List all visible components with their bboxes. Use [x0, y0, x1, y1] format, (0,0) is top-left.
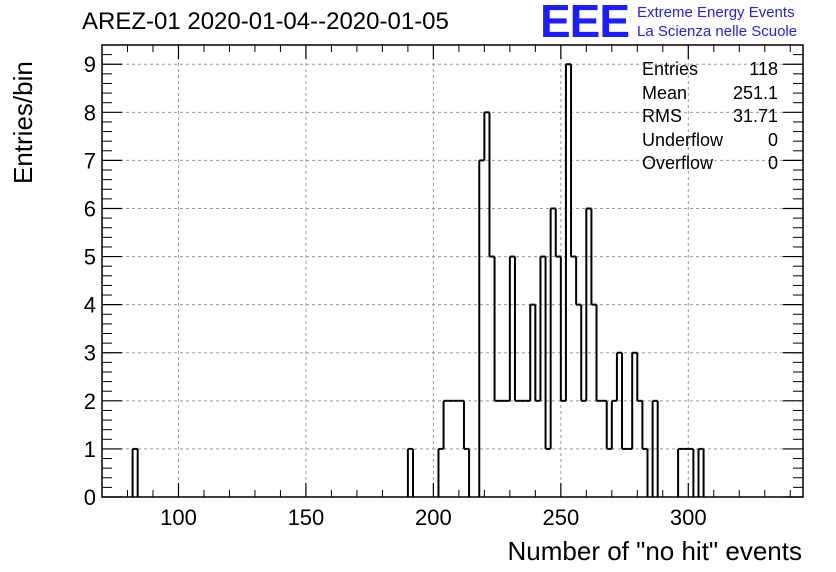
stat-row-entries: Entries 118	[642, 58, 778, 82]
x-tick-label: 250	[542, 505, 579, 530]
y-tick-label: 2	[84, 389, 96, 414]
stats-box: Entries 118 Mean 251.1 RMS 31.71 Underfl…	[642, 58, 778, 176]
stat-value: 251.1	[732, 82, 778, 103]
x-tick-label: 150	[288, 505, 325, 530]
plot-frame	[101, 44, 804, 498]
y-tick-label: 9	[84, 52, 96, 77]
logo-line-2: La Scienza nelle Scuole	[637, 23, 798, 40]
y-tick-label: 0	[84, 485, 96, 510]
y-tick-label: 6	[84, 196, 96, 221]
stat-row-rms: RMS 31.71	[642, 105, 778, 129]
eee-logo-mark: EEE	[540, 0, 630, 47]
stat-value: 0	[767, 153, 778, 173]
stat-row-underflow: Underflow 0	[642, 129, 778, 153]
stat-label: Entries	[642, 59, 699, 79]
stat-label: RMS	[642, 106, 682, 126]
stat-row-mean: Mean 251.1	[642, 82, 778, 106]
stat-label: Underflow	[642, 129, 724, 150]
stat-value: 0	[767, 129, 778, 150]
y-tick-label: 7	[84, 148, 96, 173]
stat-row-overflow: Overflow 0	[642, 152, 778, 176]
stat-label: Overflow	[642, 153, 714, 173]
x-tick-label: 100	[160, 505, 197, 530]
x-tick-label: 200	[415, 505, 452, 530]
x-tick-label: 300	[670, 505, 707, 530]
chart-title: AREZ-01 2020-01-04--2020-01-05	[82, 8, 449, 35]
x-axis-label: Number of "no hit" events	[507, 536, 803, 566]
stat-value: 118	[749, 59, 778, 79]
logo-line-1: Extreme Energy Events	[637, 4, 795, 21]
stat-value: 31.71	[732, 106, 778, 126]
y-axis-label: Entries/bin	[8, 61, 38, 184]
eee-logo: EEE Extreme Energy Events La Scienza nel…	[540, 0, 830, 47]
y-tick-label: 5	[84, 245, 96, 270]
y-tick-label: 8	[84, 100, 96, 125]
stat-label: Mean	[642, 82, 688, 103]
y-tick-label: 3	[84, 341, 96, 366]
plot-area	[102, 45, 803, 497]
y-tick-label: 1	[84, 437, 96, 462]
y-tick-label: 4	[84, 293, 96, 318]
